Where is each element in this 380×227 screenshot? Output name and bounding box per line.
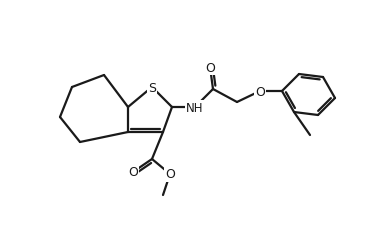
Text: S: S (148, 81, 156, 94)
Text: O: O (128, 166, 138, 179)
Text: NH: NH (186, 101, 204, 114)
Text: O: O (255, 85, 265, 98)
Text: O: O (165, 168, 175, 181)
Text: O: O (205, 61, 215, 74)
